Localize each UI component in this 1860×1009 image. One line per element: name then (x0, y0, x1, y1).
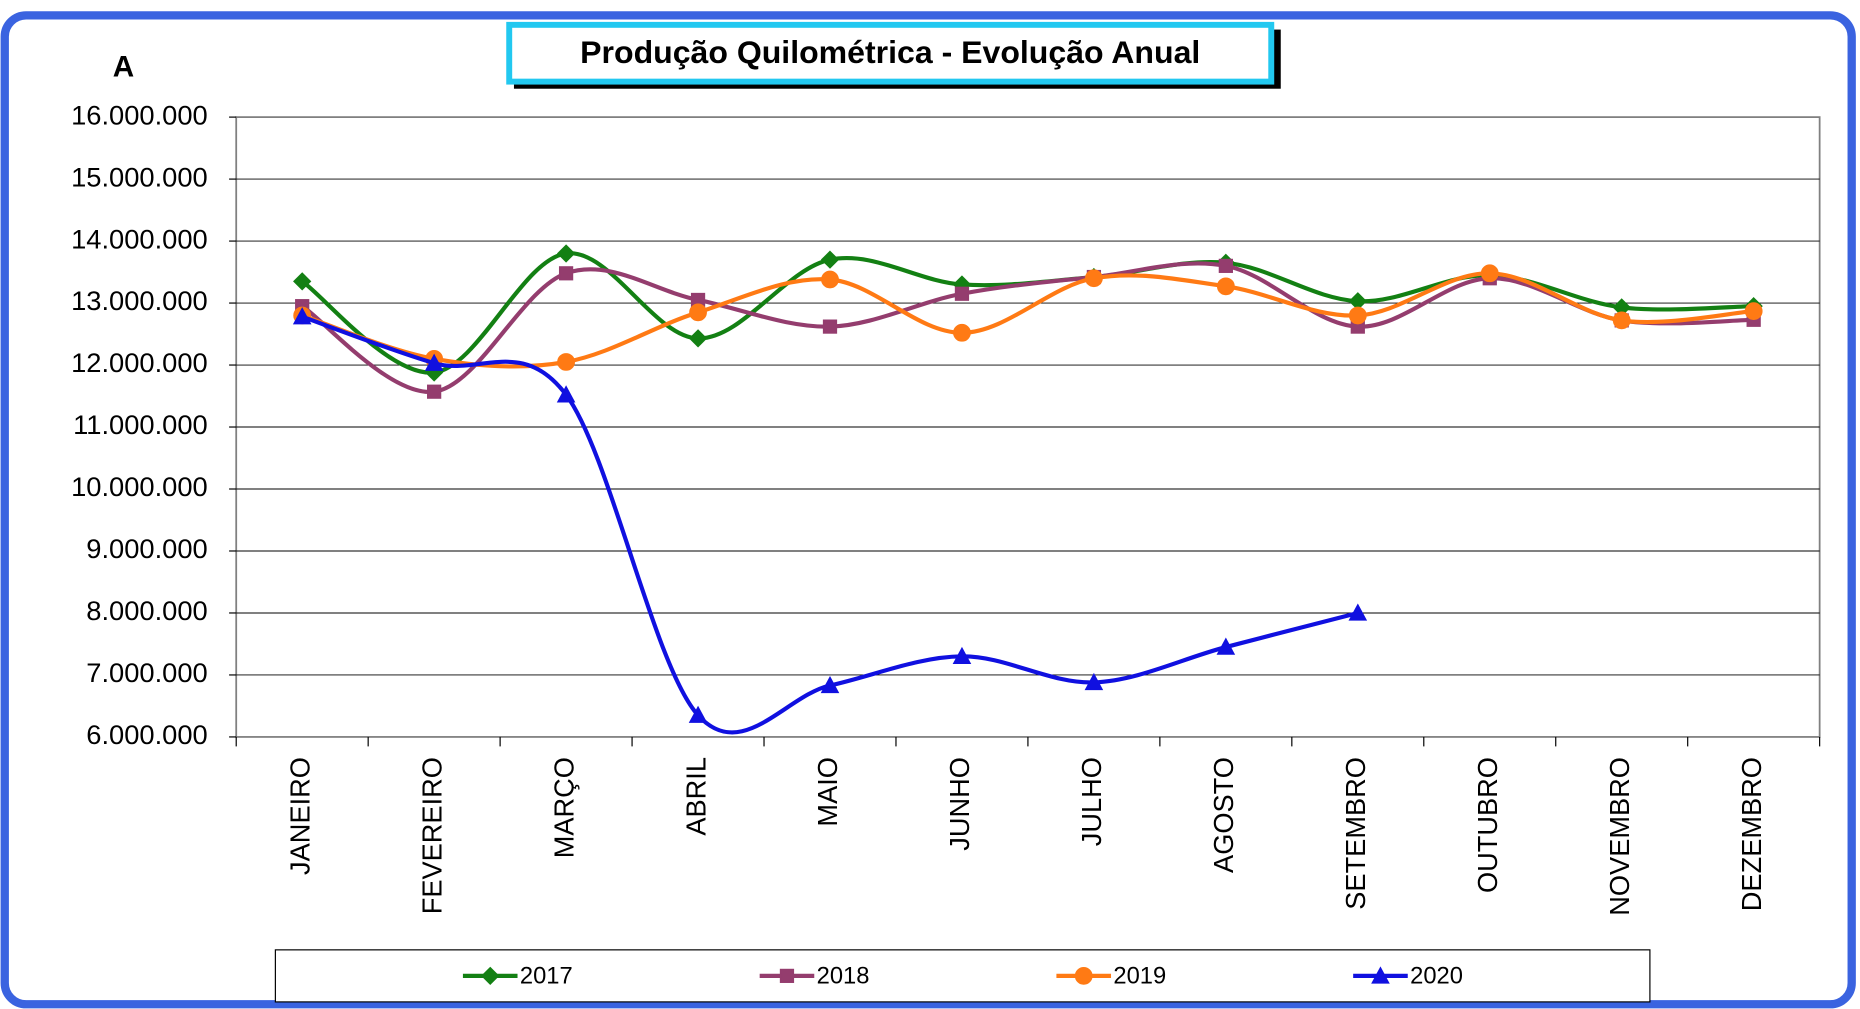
title-box (506, 21, 1275, 85)
marker (481, 966, 500, 985)
panel-label: A (113, 50, 134, 83)
x-tick-label: DEZEMBRO (1736, 757, 1767, 911)
x-tick-label: MARÇO (548, 757, 579, 858)
marker (1084, 672, 1104, 691)
marker (1371, 966, 1390, 984)
marker (1348, 603, 1368, 621)
marker (688, 329, 708, 348)
marker (292, 307, 312, 325)
x-tick-label: NOVEMBRO (1604, 757, 1635, 916)
marker (779, 968, 795, 983)
marker (953, 323, 971, 342)
marker (424, 353, 444, 371)
marker (689, 303, 707, 322)
y-tick-label: 13.000.000 (71, 285, 208, 316)
marker (557, 353, 575, 371)
x-tick-label: ABRIL (680, 757, 711, 836)
y-tick-label: 14.000.000 (71, 223, 208, 254)
x-tick-label: FEVEREIRO (416, 757, 447, 914)
marker (293, 272, 312, 291)
x-tick-label: OUTUBRO (1472, 757, 1503, 893)
y-tick-label: 6.000.000 (86, 719, 207, 750)
legend-label: 2019 (1113, 963, 1166, 989)
marker (822, 319, 838, 334)
x-tick-label: JULHO (1076, 757, 1107, 846)
legend-label: 2017 (520, 963, 573, 989)
series-line (301, 314, 1359, 735)
marker (556, 385, 576, 403)
y-tick-label: 8.000.000 (86, 595, 207, 626)
legend-label: 2020 (1410, 963, 1463, 989)
y-tick-label: 12.000.000 (71, 347, 208, 378)
marker (1074, 967, 1093, 985)
marker (558, 266, 574, 281)
y-tick-label: 7.000.000 (86, 657, 207, 688)
x-tick-label: MAIO (812, 757, 843, 827)
marker (1218, 258, 1233, 273)
marker (427, 384, 442, 399)
marker (820, 250, 840, 269)
y-tick-label: 10.000.000 (71, 471, 208, 502)
x-tick-label: AGOSTO (1208, 757, 1239, 873)
y-tick-label: 9.000.000 (86, 533, 207, 564)
y-tick-label: 16.000.000 (71, 99, 208, 130)
marker (1744, 302, 1763, 320)
legend-label: 2018 (817, 963, 870, 989)
marker (556, 244, 576, 263)
x-tick-label: SETEMBRO (1340, 757, 1371, 910)
marker (952, 646, 972, 665)
marker (1480, 264, 1499, 283)
y-tick-label: 15.000.000 (71, 161, 208, 192)
marker (1216, 277, 1235, 296)
frame (0, 11, 1856, 1009)
marker (688, 705, 708, 723)
marker (1612, 311, 1631, 330)
marker (821, 270, 839, 289)
y-tick-label: 11.000.000 (73, 409, 208, 440)
x-tick-label: JANEIRO (284, 757, 315, 875)
marker (820, 675, 840, 694)
series-line (301, 261, 1754, 394)
marker (1216, 637, 1236, 655)
marker (1084, 269, 1103, 288)
chart-title: Produção Quilométrica - Evolução Anual (580, 34, 1200, 70)
marker (954, 286, 970, 301)
x-tick-label: JUNHO (944, 757, 975, 851)
marker (1348, 306, 1367, 325)
